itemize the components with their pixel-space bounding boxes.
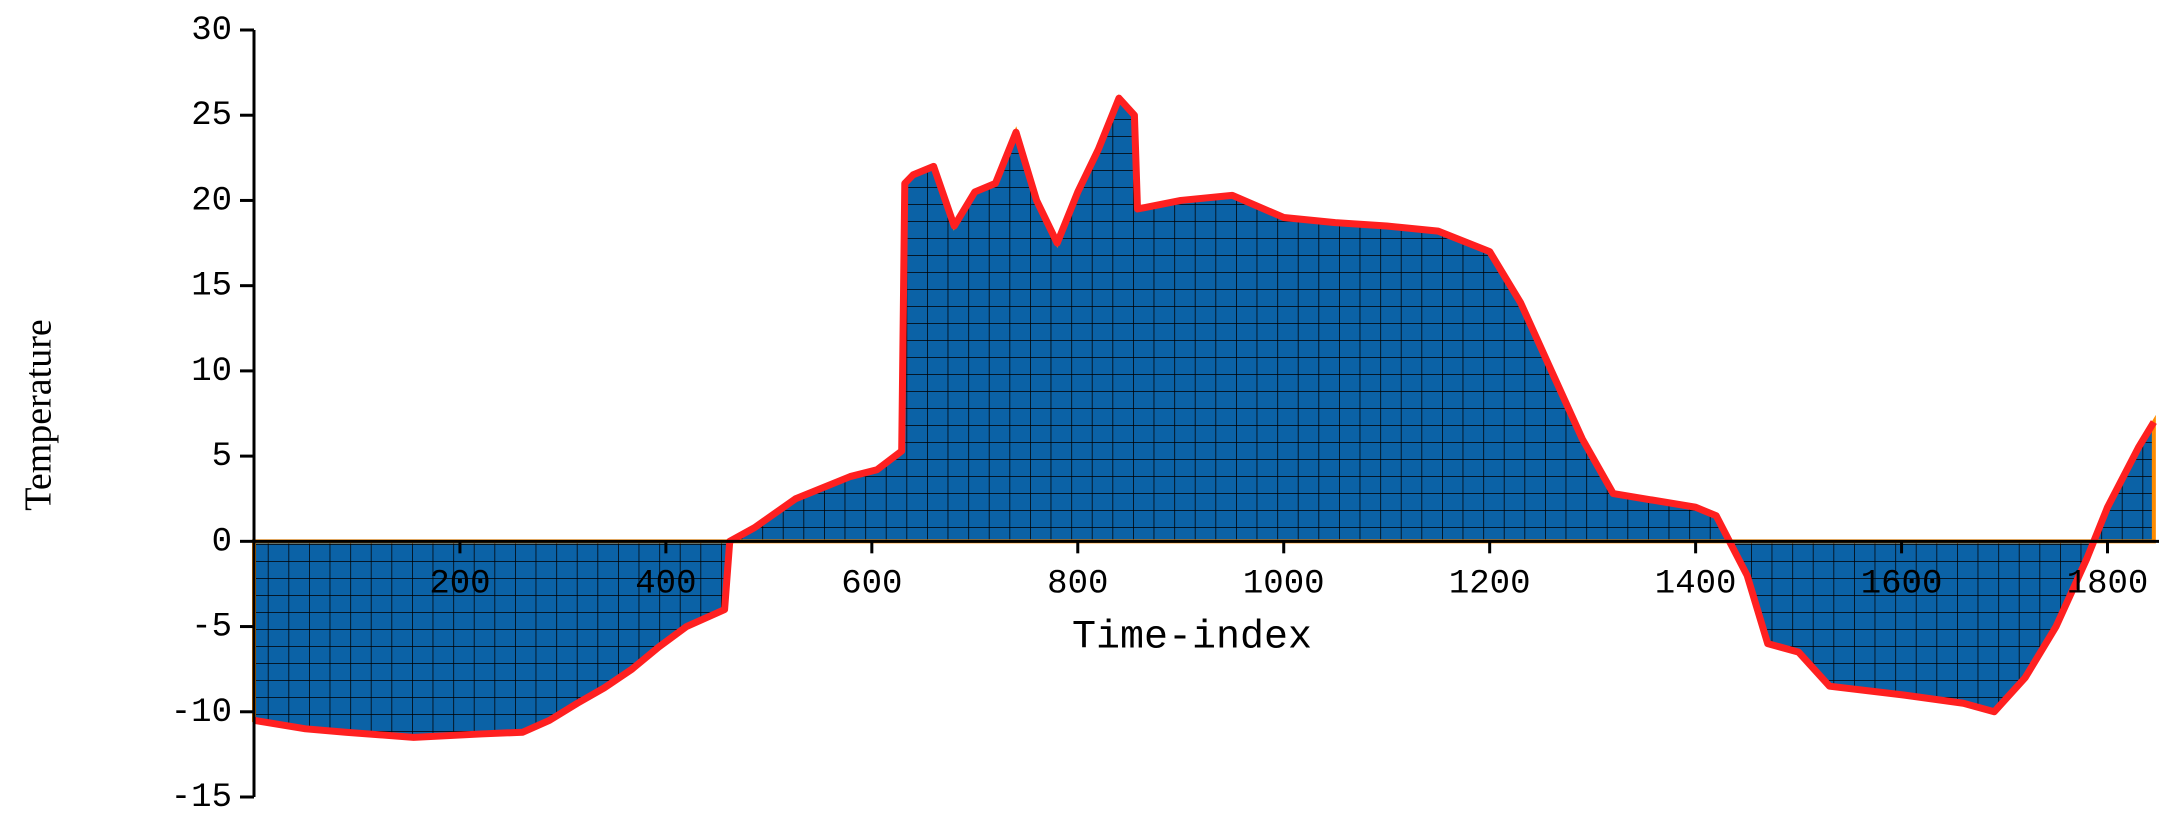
x-tick-label: 800 bbox=[1047, 565, 1108, 603]
x-tick-label: 1800 bbox=[2067, 565, 2149, 603]
line bbox=[253, 94, 2157, 741]
x-tick-label: 1400 bbox=[1655, 565, 1737, 603]
x-tick-label: 600 bbox=[841, 565, 902, 603]
y-tick-label: -15 bbox=[171, 779, 232, 817]
y-tick-label: 25 bbox=[191, 97, 232, 135]
y-tick-label: 15 bbox=[191, 268, 232, 306]
x-tick-label: 400 bbox=[635, 565, 696, 603]
y-tick-label: 20 bbox=[191, 182, 232, 220]
x-tick-label: 1000 bbox=[1243, 565, 1325, 603]
x-axis-label: Time-index bbox=[1072, 616, 1312, 661]
y-axis-label: Temperature bbox=[18, 319, 60, 510]
y-tick-label: 30 bbox=[191, 12, 232, 50]
x-tick-label: 1600 bbox=[1861, 565, 1943, 603]
y-tick-label: -10 bbox=[171, 694, 232, 732]
y-tick-label: 10 bbox=[191, 353, 232, 391]
y-tick-label: -5 bbox=[191, 609, 232, 647]
y-tick-label: 0 bbox=[212, 523, 232, 561]
x-tick-label: 1200 bbox=[1449, 565, 1531, 603]
x-tick-label: 200 bbox=[429, 565, 490, 603]
y-tick-label: 5 bbox=[212, 438, 232, 476]
